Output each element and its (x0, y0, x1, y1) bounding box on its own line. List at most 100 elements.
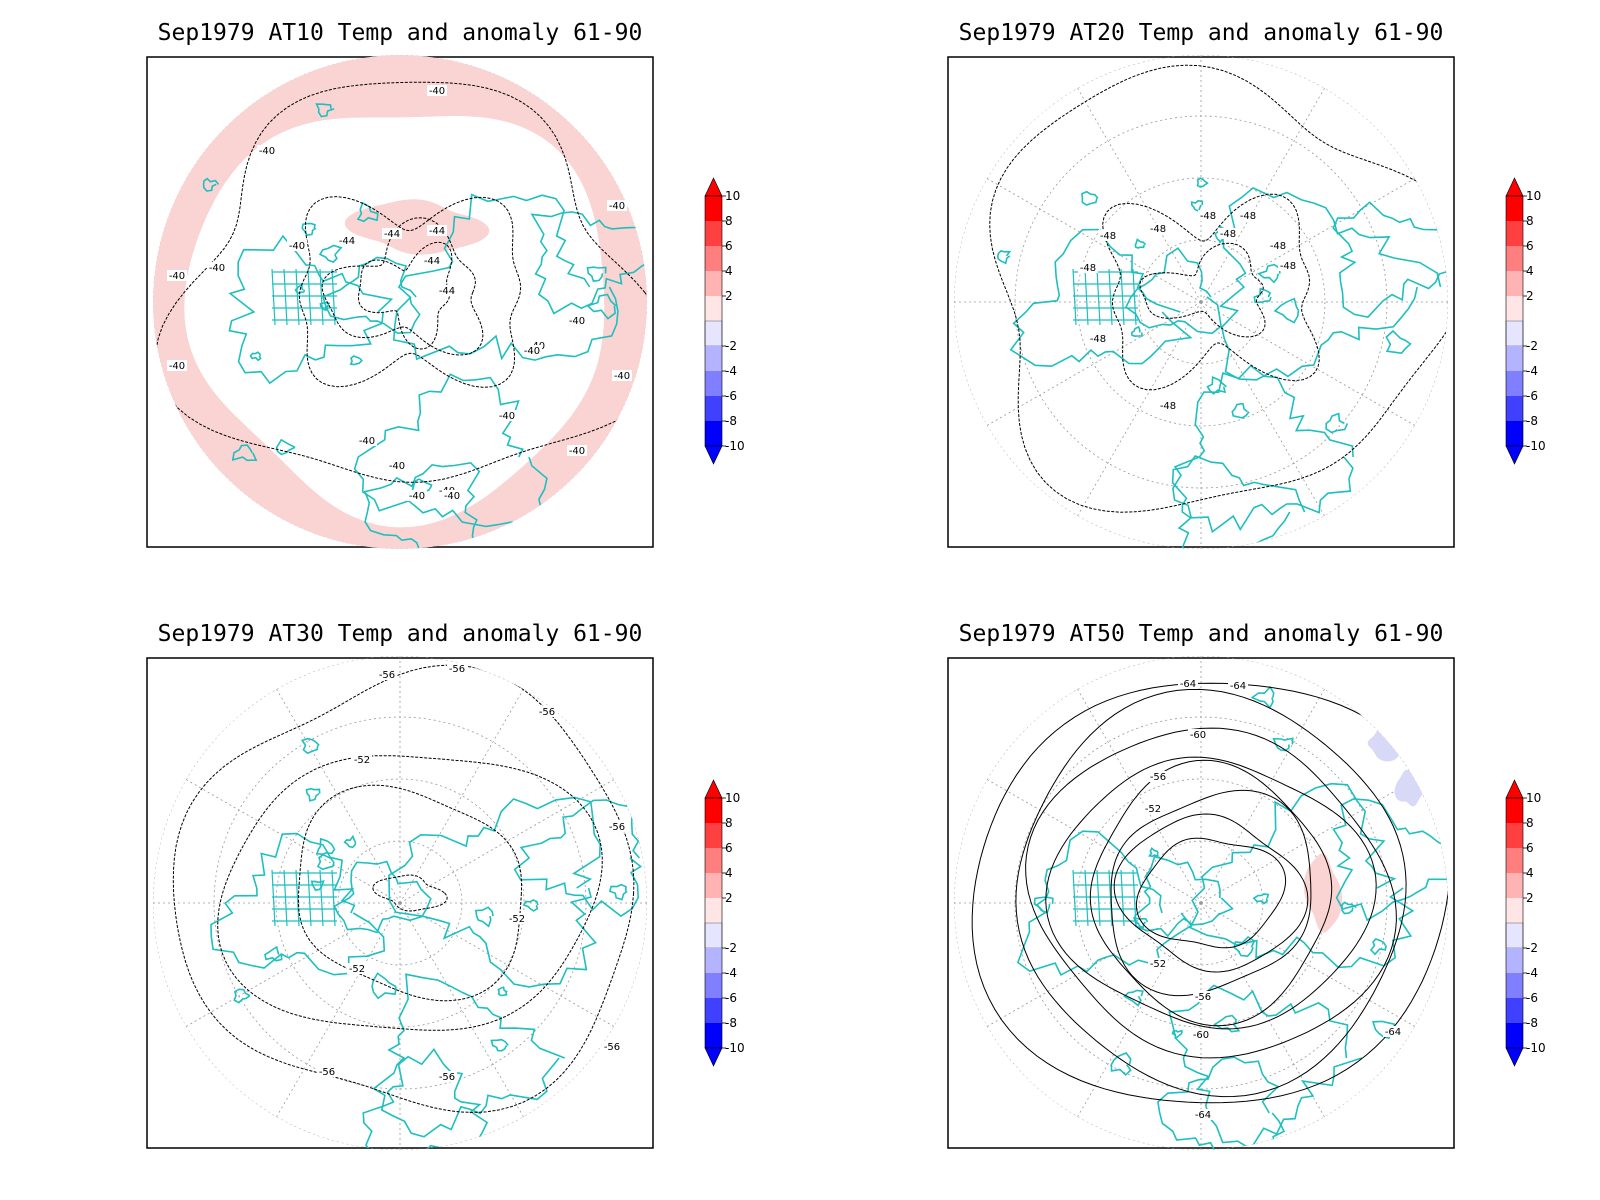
coastline (1369, 938, 1388, 956)
meridian (399, 902, 524, 1118)
border (283, 268, 288, 326)
isotherm (1135, 837, 1287, 949)
isotherm (971, 682, 1448, 1104)
border (1072, 268, 1077, 326)
colorbar-arrow-top (1505, 779, 1524, 799)
anomaly-clear (184, 116, 605, 528)
coastline (1218, 186, 1442, 381)
contour-label: -40 (499, 411, 515, 422)
meridian (986, 301, 1202, 426)
coastline (1273, 297, 1300, 324)
contour-label: -40 (524, 346, 540, 357)
colorbar-arrow-top (704, 779, 723, 799)
colorbar-segment (705, 246, 722, 271)
coastline (1134, 238, 1147, 249)
contour-labels: -48 -48 -48 -48 -48 -48 -48 -48 -48 -48 (1078, 210, 1298, 412)
meridian (399, 902, 615, 1027)
contour-label-bg (1178, 678, 1198, 689)
coastline (1213, 1014, 1241, 1033)
colorbar-label: 8 (1526, 214, 1534, 228)
contour-label-bg (447, 663, 467, 674)
panel-at50: Sep1979 AT50 Temp and anomaly 61-90 -64-… (947, 621, 1455, 1150)
colorbar-segment (705, 873, 722, 898)
colorbar-segment (1506, 421, 1523, 446)
meridian (1200, 779, 1416, 904)
contour-label-bg (287, 240, 307, 251)
colorbar-segment (1505, 320, 1524, 347)
continents (202, 103, 647, 549)
isotherms (971, 682, 1448, 1104)
meridian (276, 902, 401, 1118)
meridian (1077, 902, 1202, 1118)
colorbar-label: 8 (1526, 816, 1534, 830)
colorbar-segment (705, 823, 722, 848)
contour-label: -40 (609, 201, 625, 212)
colorbar-label: -6 (725, 389, 737, 403)
meridian (1200, 688, 1325, 904)
contour-label-bg (1148, 223, 1168, 234)
colorbar-segment (1505, 922, 1524, 949)
contour-label-bg (1088, 333, 1108, 344)
colorbar-label: 2 (725, 891, 733, 905)
coastline (300, 737, 320, 755)
coastline (1123, 989, 1144, 1007)
border (307, 268, 312, 326)
contour-label-bg (317, 1066, 337, 1077)
isotherm (217, 755, 603, 1031)
contour-label-bg (612, 370, 632, 381)
coastline (1332, 798, 1448, 922)
colorbar-label: -10 (725, 439, 745, 453)
colorbar-segment (705, 1023, 722, 1048)
coastline (1033, 896, 1054, 914)
coastline (497, 986, 508, 997)
meridian (1077, 301, 1202, 517)
border (307, 869, 312, 927)
border (1108, 268, 1113, 326)
colorbar-segment (705, 371, 722, 396)
contour-label-bg (537, 706, 557, 717)
colorbar-label: 4 (725, 264, 733, 278)
meridian (1200, 301, 1325, 517)
isotherm (989, 64, 1448, 513)
contour-label-bg (377, 669, 397, 680)
contour-label: -48 (1160, 401, 1176, 412)
contour-label: -48 (1080, 263, 1096, 274)
meridian (1077, 87, 1202, 303)
colorbar-label: -4 (725, 966, 737, 980)
border (319, 268, 324, 326)
contour-labels: -40 -40 -40 -40 -40 -40 -44 -44 -44 -44 -44 -40 -40 -… (167, 85, 632, 502)
border (283, 869, 288, 927)
contour-label: -64 (1385, 1027, 1401, 1038)
coastline (372, 973, 565, 1138)
contour-label-bg (422, 255, 442, 266)
isotherm (155, 81, 647, 483)
contour-label: -48 (1240, 211, 1256, 222)
border (1120, 268, 1125, 326)
contour-label: -40 (409, 491, 425, 502)
border (331, 869, 336, 927)
contour-label-bg (1158, 400, 1178, 411)
colorbar-label: 10 (725, 791, 740, 805)
colorbar-segment (1506, 848, 1523, 873)
colorbar-segment (1506, 873, 1523, 898)
isotherm (1110, 789, 1312, 997)
colorbar-segment (705, 396, 722, 421)
colorbar-label: -2 (725, 339, 737, 353)
panel-title: Sep1979 AT20 Temp and anomaly 61-90 (959, 20, 1444, 46)
contour-label-bg (257, 145, 277, 156)
coastline (1325, 412, 1349, 434)
coastline (1231, 402, 1250, 419)
meridian (185, 902, 401, 1027)
coastline (249, 351, 262, 362)
colorbar-segment (1506, 1023, 1523, 1048)
colorbar-label: -2 (725, 941, 737, 955)
contour-label: -48 (1150, 224, 1166, 235)
coastline (264, 945, 283, 962)
contour-label-bg (1078, 262, 1098, 273)
coastline (1016, 830, 1193, 976)
border (1084, 268, 1089, 326)
contour-label-bg (1198, 210, 1218, 221)
isotherm (1139, 242, 1266, 338)
colorbar-segment (1506, 898, 1523, 923)
colorbar-label: -10 (1526, 439, 1546, 453)
